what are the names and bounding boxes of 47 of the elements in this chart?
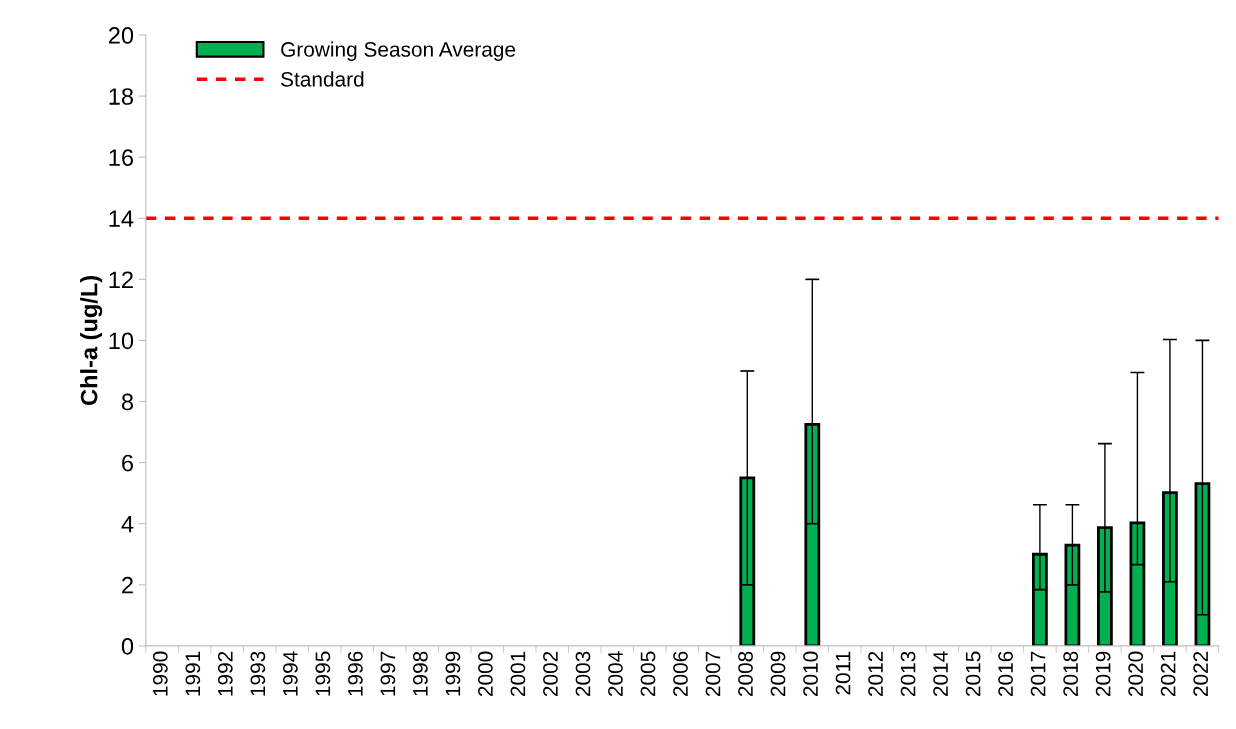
y-axis-title: Chl-a (ug/L): [80, 276, 103, 406]
x-tick-label: 2002: [543, 651, 558, 697]
x-tick-label: 2012: [868, 651, 883, 697]
x-tick-label: 2000: [478, 651, 493, 697]
y-tick-label: 16: [109, 149, 134, 166]
y-tick-label: 20: [108, 27, 134, 44]
x-tick-label: 2005: [640, 651, 656, 697]
x-tick-label: 2017: [1030, 651, 1046, 697]
x-tick-label: 2007: [705, 651, 721, 697]
y-tick-label: 6: [122, 454, 134, 472]
x-tick-label: 1999: [445, 651, 461, 696]
x-tick-label: 2015: [965, 651, 981, 697]
x-tick-label: 2006: [673, 651, 688, 697]
y-tick-label: 12: [109, 271, 133, 288]
x-tick-label: 2011: [835, 651, 851, 695]
legend-label: Standard: [281, 71, 364, 87]
x-tick-label: 1991: [185, 651, 201, 696]
x-tick-label: 2018: [1063, 651, 1078, 697]
x-tick-label: 2014: [933, 651, 948, 697]
x-tick-label: 1997: [380, 651, 396, 696]
legend-label: Growing Season Average: [281, 41, 516, 61]
x-tick-label: 1995: [315, 651, 331, 696]
y-tick-label: 0: [121, 637, 134, 655]
x-tick-label: 1996: [348, 651, 363, 696]
y-tick-label: 4: [121, 516, 134, 533]
x-tick-label: 2022: [1193, 651, 1209, 697]
x-tick-label: 1998: [413, 651, 428, 696]
x-tick-label: 1993: [250, 651, 266, 696]
x-tick-label: 1994: [282, 651, 298, 696]
x-tick-label: 2004: [608, 651, 623, 697]
x-tick-label: 2021: [1160, 651, 1176, 697]
x-tick-label: 1992: [217, 651, 233, 696]
x-tick-label: 2003: [575, 651, 591, 697]
x-tick-label: 2020: [1128, 651, 1144, 697]
y-tick-label: 8: [121, 393, 134, 411]
x-tick-label: 2013: [900, 651, 916, 697]
x-tick-label: 2010: [803, 651, 818, 697]
x-tick-label: 2016: [998, 651, 1013, 697]
y-tick-label: 18: [109, 88, 134, 105]
y-tick-label: 10: [109, 332, 134, 350]
x-tick-label: 2001: [510, 651, 526, 697]
x-tick-label: 2008: [738, 651, 753, 697]
x-tick-label: 2019: [1095, 651, 1111, 697]
y-tick-label: 14: [109, 210, 134, 227]
x-tick-label: 2009: [770, 651, 786, 697]
x-tick-label: 1990: [152, 651, 168, 696]
y-tick-label: 2: [122, 576, 133, 594]
